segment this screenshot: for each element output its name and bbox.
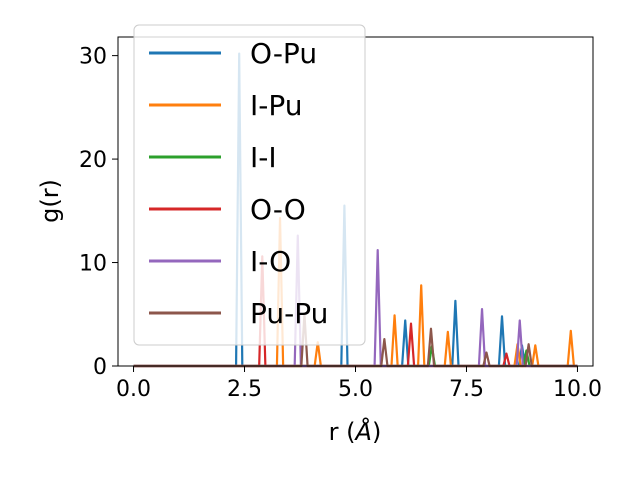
x-axis-label-main: r (	[329, 418, 356, 446]
legend-label-5: Pu-Pu	[250, 297, 328, 330]
x-axis-label: r (Å)	[329, 417, 382, 446]
legend-label-4: I-O	[250, 245, 291, 278]
series-line-2	[133, 345, 578, 368]
y-tick-label: 10	[79, 252, 107, 277]
legend-label-2: I-I	[250, 141, 277, 174]
x-axis-label-unit: Å	[354, 417, 372, 446]
y-tick-label: 20	[79, 148, 107, 173]
legend: O-Pu I-Pu I-I O-O I-O Pu-Pu	[133, 24, 366, 346]
x-tick-label: 5.0	[338, 377, 373, 402]
y-axis-label: g(r)	[36, 179, 64, 223]
series-line-5	[133, 313, 578, 368]
x-axis-ticks: 0.0 2.5 5.0 7.5 10.0	[116, 366, 602, 402]
x-axis-label-end: )	[372, 418, 381, 446]
y-tick-label: 0	[93, 355, 107, 380]
legend-label-0: O-Pu	[250, 37, 317, 70]
legend-label-3: O-O	[250, 193, 306, 226]
y-tick-label: 30	[79, 45, 107, 70]
y-axis-ticks: 0 10 20 30	[79, 45, 118, 380]
x-tick-label: 7.5	[449, 377, 484, 402]
x-tick-label: 0.0	[116, 377, 151, 402]
x-tick-label: 2.5	[227, 377, 262, 402]
x-tick-label: 10.0	[553, 377, 602, 402]
legend-label-1: I-Pu	[250, 89, 303, 122]
